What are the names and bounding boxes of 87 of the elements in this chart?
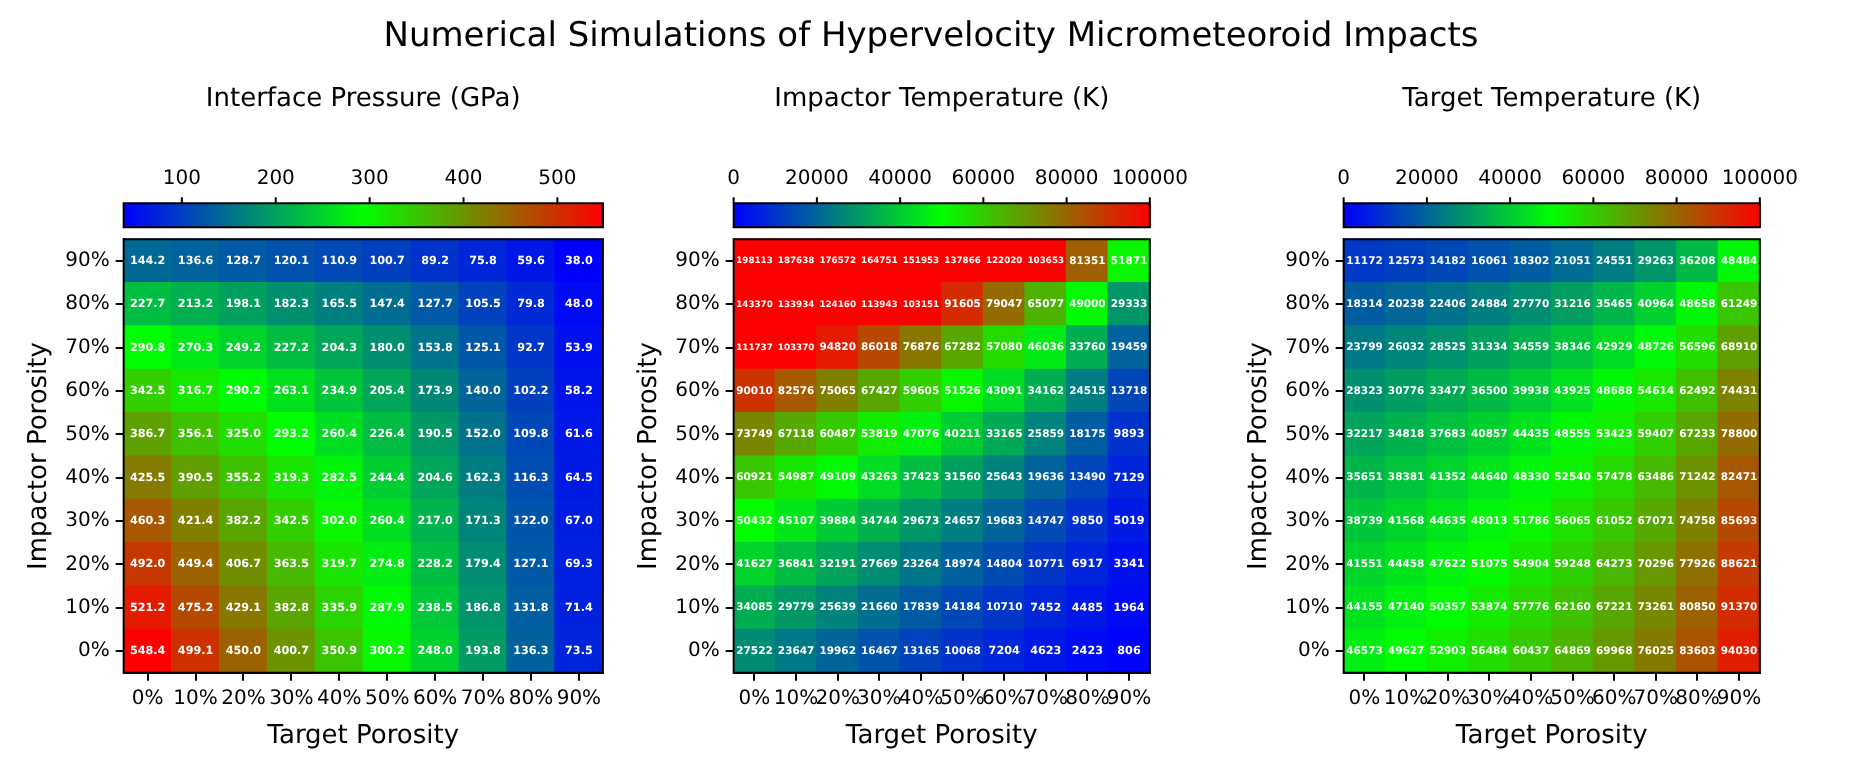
y-tick-label: 90% [675, 250, 720, 273]
x-tick-label: 70% [1023, 687, 1069, 710]
y-tick-label: 20% [65, 553, 110, 576]
color-bar-label: 300 [350, 168, 389, 191]
color-bar-label: 60000 [1561, 168, 1626, 191]
x-tick-label: 90% [556, 687, 602, 710]
y-tick-label: 10% [1285, 596, 1330, 619]
y-tick-label: 80% [65, 293, 110, 316]
color-bar-label: 0 [727, 168, 741, 191]
color-bar-label: 60000 [951, 168, 1016, 191]
x-tick-label: 80% [1065, 687, 1110, 710]
y-tick-label: 50% [65, 423, 110, 446]
x-tick-label: 0% [738, 687, 771, 710]
y-tick-label: 40% [675, 466, 720, 489]
y-tick-label: 80% [1285, 293, 1330, 316]
y-tick-label: 60% [1285, 380, 1330, 403]
y-tick-label: 70% [65, 336, 110, 359]
y-tick-label: 40% [65, 466, 110, 489]
x-tick-label: 10% [773, 687, 819, 710]
color-bar-label: 20000 [1395, 168, 1459, 191]
y-tick-label: 60% [675, 380, 720, 403]
x-tick-label: 30% [857, 687, 902, 710]
y-tick-label: 20% [675, 553, 720, 576]
x-tick-label: 80% [1675, 687, 1720, 710]
y-tick-label: 70% [675, 336, 720, 359]
color-bar-title: Interface Pressure (GPa) [205, 84, 521, 115]
y-tick-label: 30% [675, 510, 720, 533]
y-tick-label: 60% [65, 380, 110, 403]
x-tick-label: 40% [317, 687, 362, 710]
x-tick-label: 70% [1633, 687, 1679, 710]
color-bar-label: 400 [444, 168, 483, 191]
x-tick-label: 10% [1383, 687, 1429, 710]
y-tick-label: 0% [77, 640, 110, 663]
x-axis-title: Target Porosity [265, 721, 460, 752]
color-bar-title: Target Temperature (K) [1400, 84, 1702, 115]
x-tick-label: 70% [460, 687, 506, 710]
y-axis-title: Impactor Porosity [1244, 341, 1275, 570]
color-bar-label: 80000 [1644, 168, 1709, 191]
x-tick-label: 30% [269, 687, 314, 710]
color-bar-label: 40000 [868, 168, 932, 191]
x-tick-label: 20% [221, 687, 266, 710]
x-tick-label: 60% [412, 687, 458, 710]
y-tick-label: 10% [675, 596, 720, 619]
x-tick-label: 0% [131, 687, 164, 710]
x-tick-label: 0% [1348, 687, 1381, 710]
y-tick-label: 0% [687, 640, 720, 663]
y-tick-label: 10% [65, 596, 110, 619]
y-axis-title: Impactor Porosity [24, 341, 55, 570]
color-bar-label: 100 [162, 168, 201, 191]
x-tick-label: 90% [1716, 687, 1762, 710]
y-tick-label: 30% [1285, 510, 1330, 533]
x-tick-label: 20% [815, 687, 860, 710]
color-bar-label: 100000 [1721, 168, 1799, 191]
y-tick-label: 70% [1285, 336, 1330, 359]
y-axis-title: Impactor Porosity [634, 341, 665, 570]
x-tick-label: 20% [1425, 687, 1470, 710]
x-axis-title: Target Porosity [843, 721, 1039, 752]
x-tick-label: 40% [898, 687, 944, 710]
y-tick-label: 40% [1285, 466, 1330, 489]
x-tick-label: 30% [1467, 687, 1512, 710]
y-tick-label: 20% [1285, 553, 1330, 576]
x-tick-label: 50% [1550, 687, 1595, 710]
x-tick-label: 90% [1106, 687, 1152, 710]
y-tick-label: 90% [65, 250, 110, 273]
chart-title: Numerical Simulations of Hypervelocity Micrometeoroid Impacts [381, 16, 1481, 56]
color-bar-title: Impactor Temperature (K) [774, 84, 1110, 115]
color-bar-label: 100000 [1111, 168, 1189, 191]
x-tick-label: 60% [1591, 687, 1637, 710]
color-bar-label: 500 [538, 168, 577, 191]
color-bar-label: 80000 [1034, 168, 1099, 191]
x-tick-label: 40% [1508, 687, 1554, 710]
x-tick-label: 50% [364, 687, 410, 710]
x-tick-label: 10% [173, 687, 218, 710]
color-bar-label: 200 [256, 168, 295, 191]
color-bar-label: 40000 [1478, 168, 1542, 191]
x-tick-label: 80% [508, 687, 554, 710]
x-tick-label: 60% [981, 687, 1027, 710]
y-tick-label: 80% [675, 293, 720, 316]
y-tick-label: 30% [65, 510, 110, 533]
y-tick-label: 50% [675, 423, 720, 446]
color-bar-label: 20000 [785, 168, 849, 191]
x-tick-label: 50% [940, 687, 985, 710]
y-tick-label: 0% [1297, 640, 1330, 663]
color-bar-label: 0 [1337, 168, 1351, 191]
y-tick-label: 90% [1285, 250, 1330, 273]
y-tick-label: 50% [1285, 423, 1330, 446]
x-axis-title: Target Porosity [1453, 721, 1649, 752]
